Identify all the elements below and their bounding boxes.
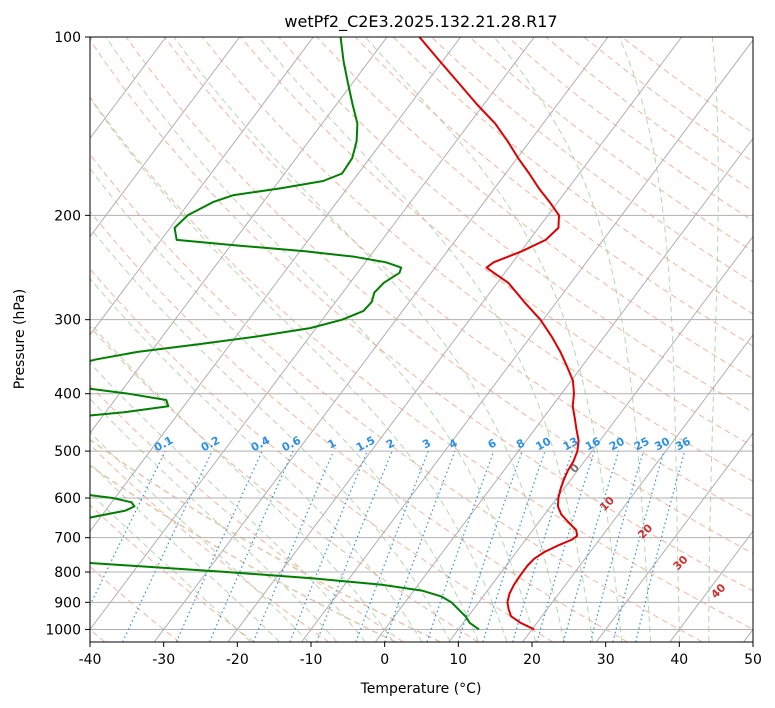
y-axis-ticks: 100 200 300 400 500 600 700 800 900 1000 <box>45 30 90 638</box>
x-axis-label: Temperature (°C) <box>360 681 482 697</box>
mixing-ratio-line <box>512 450 573 642</box>
dry-adiabat-line <box>392 37 753 315</box>
mixing-ratio-line <box>562 450 620 642</box>
dry-adiabat-line <box>163 37 753 518</box>
mixing-ratio-label: 10 <box>534 435 554 454</box>
moist-adiabat-line <box>90 167 480 642</box>
isotherm-line <box>522 333 753 642</box>
ozone-curves <box>90 438 441 642</box>
moist-adiabat-line <box>90 278 423 642</box>
moist-adiabat-line <box>90 492 252 642</box>
temperature-profile-line <box>418 37 580 631</box>
dry-adiabat-line <box>90 268 554 642</box>
y-tick-label: 800 <box>54 565 81 581</box>
dry-adiabats <box>90 37 753 642</box>
moist-adiabat-line <box>105 37 537 642</box>
moist-adiabat-line <box>364 37 623 642</box>
moist-adiabat-line <box>90 398 338 642</box>
isotherm-line <box>448 235 753 642</box>
y-tick-label: 600 <box>54 491 81 507</box>
x-tick-label: -10 <box>300 652 323 668</box>
mixing-ratio-label: 30 <box>652 435 672 454</box>
x-axis-ticks: -40 -30 -20 -10 0 10 20 30 40 50 <box>79 642 762 668</box>
moist-adiabat-line <box>90 322 395 642</box>
isotherm-line <box>153 37 609 642</box>
mixing-ratio-line <box>457 450 523 642</box>
moist-adiabats <box>90 37 719 642</box>
isotherm-line <box>90 37 535 631</box>
mixing-ratio-line <box>316 450 393 642</box>
ozone-line <box>90 438 441 642</box>
dewpoint-profile-line <box>90 37 480 631</box>
x-tick-label: 0 <box>380 652 389 668</box>
isobar-grid <box>90 37 753 630</box>
x-tick-label: 30 <box>597 652 615 668</box>
isotherm-line <box>90 37 241 238</box>
moist-adiabat-line <box>258 37 594 642</box>
mixing-ratio-line <box>355 450 429 642</box>
chart-title: wetPf2_C2E3.2025.132.21.28.R17 <box>284 12 557 32</box>
moist-adiabat-line <box>90 462 280 642</box>
mixing-ratio-label: 20 <box>607 435 627 454</box>
x-tick-label: -20 <box>226 652 249 668</box>
dry-adiabat-line <box>354 37 753 347</box>
isotherm-line <box>374 137 753 642</box>
dry-adiabat-line <box>90 96 753 630</box>
isotherm-line <box>301 39 753 642</box>
y-tick-label: 700 <box>54 531 81 547</box>
dry-adiabat-line <box>431 37 753 283</box>
isotherm-line <box>595 432 753 642</box>
moist-adiabat-line <box>90 227 451 642</box>
x-tick-label: 40 <box>670 652 688 668</box>
moist-adiabat-line <box>90 362 366 642</box>
y-tick-label: 300 <box>54 313 81 329</box>
moist-adiabat-line <box>618 37 681 642</box>
dry-adiabat-line <box>90 384 404 642</box>
mixing-ratio-label: 16 <box>583 435 603 454</box>
y-tick-label: 900 <box>54 595 81 611</box>
x-tick-label: 50 <box>744 652 762 668</box>
dry-adiabat-line <box>90 39 753 592</box>
mixing-ratio-line <box>482 450 546 642</box>
mixing-ratio-label: 13 <box>561 435 581 454</box>
plot-frame <box>89 36 754 643</box>
dry-adiabat-line <box>202 37 753 482</box>
mixing-ratio-label: 36 <box>673 435 693 454</box>
moist-adiabat-line <box>90 97 508 642</box>
y-tick-label: 100 <box>54 30 81 46</box>
moist-adiabat-line <box>708 37 719 642</box>
y-axis-label: Pressure (hPa) <box>12 289 28 389</box>
profile-series <box>90 37 580 631</box>
isotherm-line <box>227 37 683 642</box>
mixing-ratio-line <box>536 450 596 642</box>
y-tick-label: 1000 <box>45 622 81 638</box>
x-tick-label: 20 <box>523 652 541 668</box>
moist-adiabat-line <box>90 431 309 642</box>
isotherm-line <box>90 37 388 434</box>
y-tick-label: 200 <box>54 208 81 224</box>
mixing-ratio-label: 25 <box>632 435 652 454</box>
dry-adiabat-line <box>90 210 628 642</box>
x-tick-label: -40 <box>79 652 102 668</box>
dry-adiabat-line <box>90 153 703 642</box>
dry-adiabat-line <box>240 37 753 447</box>
ozone-line <box>90 464 396 642</box>
x-tick-label: -30 <box>152 652 175 668</box>
isotherm-line <box>90 37 314 336</box>
isotherm-line <box>669 530 753 642</box>
y-tick-label: 400 <box>54 387 81 403</box>
x-tick-label: 10 <box>449 652 467 668</box>
mixing-ratio-line <box>122 450 213 642</box>
y-tick-label: 500 <box>54 444 81 460</box>
moist-adiabat-line <box>493 37 652 642</box>
